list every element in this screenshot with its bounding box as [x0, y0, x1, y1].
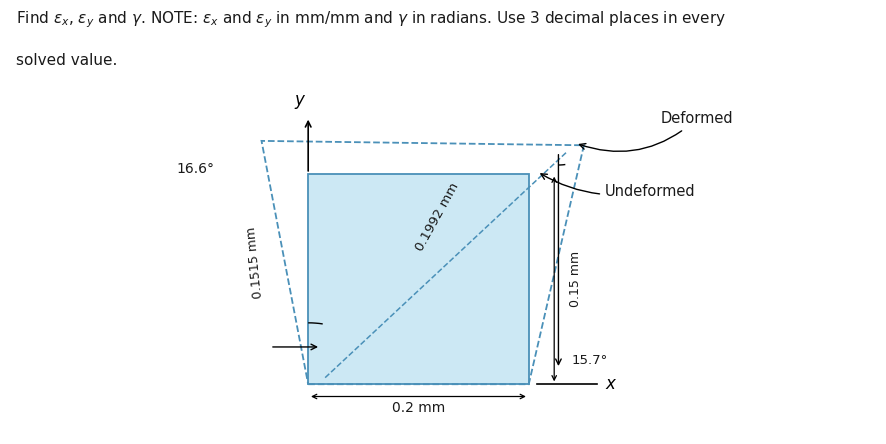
- Polygon shape: [307, 174, 528, 384]
- Text: 16.6°: 16.6°: [176, 163, 214, 176]
- Text: solved value.: solved value.: [15, 53, 117, 68]
- Text: Deformed: Deformed: [579, 111, 732, 151]
- Text: 0.1515 mm: 0.1515 mm: [245, 226, 265, 299]
- Text: 0.1992 mm: 0.1992 mm: [413, 181, 462, 254]
- Text: Find $\epsilon_x$, $\epsilon_y$ and $\gamma$. NOTE: $\epsilon_x$ and $\epsilon_y: Find $\epsilon_x$, $\epsilon_y$ and $\ga…: [15, 9, 725, 30]
- Text: Undeformed: Undeformed: [540, 174, 695, 199]
- Text: 0.15 mm: 0.15 mm: [568, 251, 581, 307]
- Text: y: y: [294, 91, 304, 109]
- Text: 0.2 mm: 0.2 mm: [392, 401, 445, 415]
- Text: x: x: [604, 375, 614, 393]
- Text: 15.7°: 15.7°: [571, 353, 607, 367]
